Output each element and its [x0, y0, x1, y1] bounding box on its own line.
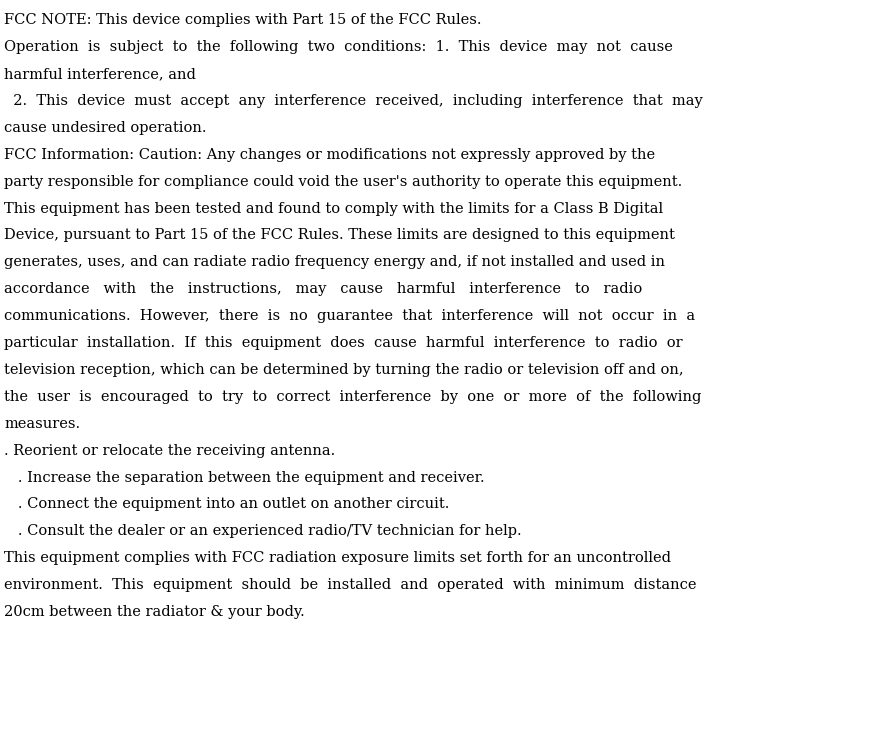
- Text: accordance   with   the   instructions,   may   cause   harmful   interference  : accordance with the instructions, may ca…: [4, 282, 642, 296]
- Text: 2.  This  device  must  accept  any  interference  received,  including  interfe: 2. This device must accept any interfere…: [4, 94, 703, 108]
- Text: . Increase the separation between the equipment and receiver.: . Increase the separation between the eq…: [4, 471, 485, 484]
- Text: Operation  is  subject  to  the  following  two  conditions:  1.  This  device  : Operation is subject to the following tw…: [4, 41, 673, 54]
- Text: FCC NOTE: This device complies with Part 15 of the FCC Rules.: FCC NOTE: This device complies with Part…: [4, 13, 481, 27]
- Text: cause undesired operation.: cause undesired operation.: [4, 121, 207, 135]
- Text: television reception, which can be determined by turning the radio or television: television reception, which can be deter…: [4, 363, 684, 377]
- Text: particular  installation.  If  this  equipment  does  cause  harmful  interferen: particular installation. If this equipme…: [4, 336, 683, 350]
- Text: This equipment has been tested and found to comply with the limits for a Class B: This equipment has been tested and found…: [4, 201, 663, 215]
- Text: communications.  However,  there  is  no  guarantee  that  interference  will  n: communications. However, there is no gua…: [4, 310, 695, 323]
- Text: . Reorient or relocate the receiving antenna.: . Reorient or relocate the receiving ant…: [4, 444, 335, 458]
- Text: harmful interference, and: harmful interference, and: [4, 67, 196, 81]
- Text: FCC Information: Caution: Any changes or modifications not expressly approved by: FCC Information: Caution: Any changes or…: [4, 148, 655, 161]
- Text: Device, pursuant to Part 15 of the FCC Rules. These limits are designed to this : Device, pursuant to Part 15 of the FCC R…: [4, 228, 675, 242]
- Text: measures.: measures.: [4, 417, 81, 430]
- Text: . Connect the equipment into an outlet on another circuit.: . Connect the equipment into an outlet o…: [4, 497, 450, 511]
- Text: party responsible for compliance could void the user's authority to operate this: party responsible for compliance could v…: [4, 175, 682, 189]
- Text: generates, uses, and can radiate radio frequency energy and, if not installed an: generates, uses, and can radiate radio f…: [4, 256, 666, 269]
- Text: the  user  is  encouraged  to  try  to  correct  interference  by  one  or  more: the user is encouraged to try to correct…: [4, 390, 702, 404]
- Text: This equipment complies with FCC radiation exposure limits set forth for an unco: This equipment complies with FCC radiati…: [4, 551, 672, 565]
- Text: . Consult the dealer or an experienced radio/TV technician for help.: . Consult the dealer or an experienced r…: [4, 525, 522, 538]
- Text: 20cm between the radiator & your body.: 20cm between the radiator & your body.: [4, 605, 305, 619]
- Text: environment.  This  equipment  should  be  installed  and  operated  with  minim: environment. This equipment should be in…: [4, 578, 697, 592]
